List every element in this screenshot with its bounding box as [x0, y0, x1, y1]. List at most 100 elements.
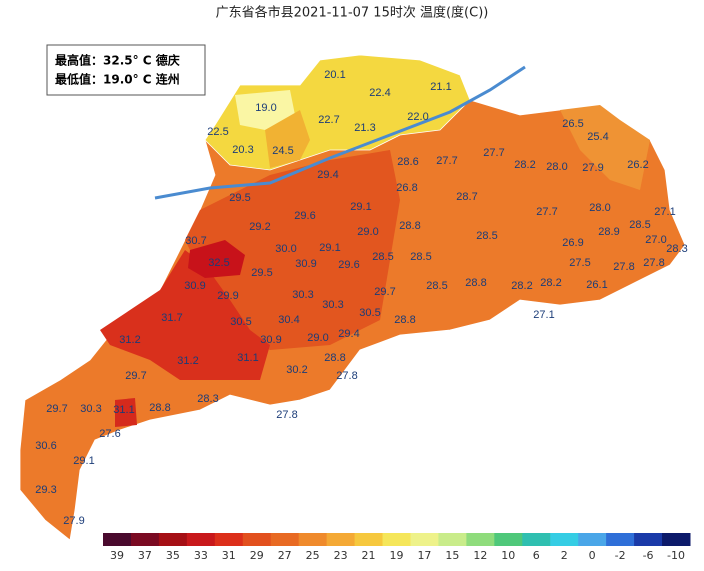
station-value: 27.6	[99, 428, 120, 440]
colorbar-segment	[103, 533, 132, 546]
hot-spot	[188, 240, 245, 278]
station-value: 26.8	[396, 182, 417, 194]
station-value: 29.6	[294, 210, 315, 222]
colorbar-tick-label: 15	[445, 549, 459, 562]
colorbar-tick-label: 35	[166, 549, 180, 562]
station-value: 31.2	[119, 334, 140, 346]
colorbar-tick-label: 31	[222, 549, 236, 562]
min-info: 最低值：19.0° C 连州	[55, 72, 180, 87]
station-value: 29.4	[317, 169, 338, 181]
station-value: 22.4	[369, 87, 390, 99]
colorbar-tick-label: 21	[362, 549, 376, 562]
colorbar: 39 37 35 33 31 29 27 25 23 21 19 17 15 12 10 6 2 0 -2 -6 -10	[103, 533, 691, 562]
colorbar-tick-label: 39	[110, 549, 124, 562]
station-value: 26.2	[627, 159, 648, 171]
station-value: 20.3	[232, 144, 253, 156]
station-value: 29.9	[217, 290, 238, 302]
station-value: 28.3	[666, 243, 687, 255]
station-value: 29.5	[229, 192, 250, 204]
station-value: 28.0	[546, 161, 567, 173]
colorbar-tick-label: 12	[473, 549, 487, 562]
station-value: 29.6	[338, 259, 359, 271]
station-value: 27.7	[483, 147, 504, 159]
station-value: 27.8	[276, 409, 297, 421]
station-value: 30.7	[185, 235, 206, 247]
station-value: 28.2	[540, 277, 561, 289]
station-value: 22.5	[207, 126, 228, 138]
colorbar-segment	[438, 533, 467, 546]
colorbar-tick-label: 6	[533, 549, 540, 562]
station-value: 21.3	[354, 122, 375, 134]
station-value: 30.0	[275, 243, 296, 255]
colorbar-segment	[606, 533, 635, 546]
colorbar-tick-label: 19	[390, 549, 404, 562]
colorbar-segment	[242, 533, 272, 546]
max-info: 最高值：32.5° C 德庆	[55, 53, 180, 68]
station-value: 29.5	[251, 267, 272, 279]
colorbar-segment	[662, 533, 691, 546]
colorbar-tick-label: 25	[306, 549, 320, 562]
colorbar-segment	[494, 533, 523, 546]
station-value: 28.5	[426, 280, 447, 292]
colorbar-tick-label: 27	[278, 549, 292, 562]
east-zone	[560, 105, 650, 190]
station-value: 27.0	[645, 234, 666, 246]
colorbar-segment	[186, 533, 216, 546]
station-value: 28.9	[598, 226, 619, 238]
station-value: 28.2	[514, 159, 535, 171]
station-value: 26.9	[562, 237, 583, 249]
colorbar-tick-label: 29	[250, 549, 264, 562]
station-value: 32.5	[208, 257, 229, 269]
station-value: 22.0	[407, 111, 428, 123]
station-value: 30.5	[359, 307, 380, 319]
colorbar-segment	[270, 533, 300, 546]
station-value: 27.1	[533, 309, 554, 321]
station-value: 20.1	[324, 69, 345, 81]
station-value: 27.7	[536, 206, 557, 218]
title: 广东省各市县2021-11-07 15时次 温度(度(C))	[216, 5, 489, 21]
station-value: 28.7	[456, 191, 477, 203]
colorbar-segment	[130, 533, 160, 546]
central-zone	[185, 150, 400, 350]
colorbar-tick-label: 17	[417, 549, 431, 562]
station-value: 31.1	[113, 404, 134, 416]
colorbar-segment	[578, 533, 607, 546]
station-value: 19.0	[255, 102, 276, 114]
colorbar-segment	[522, 533, 551, 546]
colorbar-segment	[382, 533, 411, 546]
station-value: 28.5	[629, 219, 650, 231]
station-value: 30.5	[230, 316, 251, 328]
station-value: 29.2	[249, 221, 270, 233]
station-value: 27.8	[613, 261, 634, 273]
station-value: 26.5	[562, 118, 583, 130]
colorbar-tick-label: 37	[138, 549, 152, 562]
station-value: 31.7	[161, 312, 182, 324]
stations: 20.1 22.4 21.1 19.0 22.7 21.3 22.0 22.5 20.3 24.5…	[35, 69, 687, 527]
station-value: 29.7	[125, 370, 146, 382]
colorbar-tick-label: 2	[561, 549, 568, 562]
mid-north-zone	[265, 110, 310, 168]
station-value: 29.1	[350, 201, 371, 213]
colorbar-segment	[354, 533, 384, 546]
station-value: 21.1	[430, 81, 451, 93]
station-value: 24.5	[272, 145, 293, 157]
colorbar-tick-label: -6	[643, 549, 654, 562]
colorbar-tick-label: 23	[334, 549, 348, 562]
station-value: 30.3	[80, 403, 101, 415]
station-value: 30.9	[295, 258, 316, 270]
station-value: 28.2	[511, 280, 532, 292]
colorbar-segment	[466, 533, 495, 546]
station-value: 30.9	[184, 280, 205, 292]
station-value: 29.7	[46, 403, 67, 415]
station-value: 28.5	[372, 251, 393, 263]
station-value: 27.8	[643, 257, 664, 269]
station-value: 28.8	[324, 352, 345, 364]
info-box	[46, 44, 206, 96]
station-value: 28.6	[397, 156, 418, 168]
station-value: 30.3	[292, 289, 313, 301]
colorbar-segment	[158, 533, 188, 546]
station-value: 29.4	[338, 328, 359, 340]
boundary-line	[154, 65, 526, 200]
